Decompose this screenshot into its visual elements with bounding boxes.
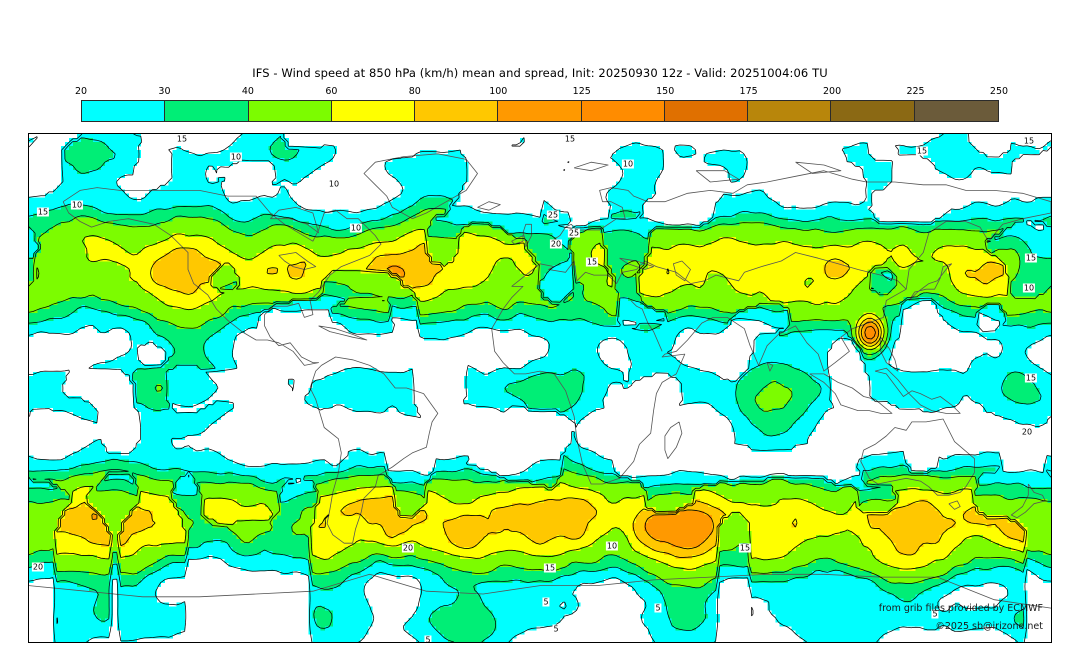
contour-label: 15: [585, 257, 599, 267]
field-band: [29, 209, 1051, 587]
colorbar-tick-label: 20: [74, 86, 88, 97]
map-plot-area: 15 15 15 15 10 10 10 10 15 10 25 20 25 15 15 10 15 20 20 15…: [28, 133, 1052, 643]
field-band: [60, 245, 1024, 560]
colorbar-bands: [81, 100, 999, 122]
field-band: [52, 229, 1028, 571]
contour-line: [36, 228, 1027, 570]
contour-line: [56, 242, 1025, 558]
colorbar-band: [498, 101, 582, 121]
colorbar-tick-label: 150: [656, 86, 675, 97]
contour-label: 10: [229, 152, 243, 162]
colorbar-tick-label: 100: [489, 86, 508, 97]
contour-label: 20: [31, 562, 45, 572]
colorbar-band: [415, 101, 499, 121]
contour-label: 5: [552, 624, 560, 634]
contour-label: 5: [654, 603, 662, 613]
contour-label: 15: [175, 134, 189, 144]
contour-label: 5: [424, 635, 432, 643]
contour-label: 15: [563, 134, 577, 144]
chart-title: IFS - Wind speed at 850 hPa (km/h) mean …: [252, 66, 828, 80]
contour-line: [864, 325, 876, 340]
contour-line: [29, 208, 1051, 589]
colorbar-tick-label: 225: [906, 86, 925, 97]
contour-label: 15: [543, 563, 557, 573]
coastline: [29, 153, 1051, 609]
colorbar-tick-labels: 20 30 40 60 80 100 125 150 175 200 225 250: [75, 86, 1008, 100]
colorbar-band: [248, 101, 332, 121]
colorbar-band: [748, 101, 832, 121]
colorbar-tick-label: 80: [408, 86, 421, 97]
field-band: [29, 137, 1051, 642]
contour-label: 5: [931, 609, 939, 619]
contour-label: 10: [605, 541, 619, 551]
contour-label: 15: [915, 146, 929, 156]
field-band: [863, 328, 876, 341]
contour-label: 10: [349, 223, 363, 233]
colorbar-tick-label: 40: [241, 86, 254, 97]
contour-line-layer: [29, 134, 1051, 642]
contour-label: 25: [567, 228, 581, 238]
contour-label: 10: [327, 179, 341, 189]
colorbar-tick-label: 250: [989, 86, 1009, 97]
contour-label: 10: [70, 200, 84, 210]
contour-label: 15: [1024, 253, 1038, 263]
contour-line: [29, 134, 1051, 642]
contour-label: 20: [1020, 427, 1034, 437]
contour-label: 20: [401, 543, 415, 553]
colorbar-tick-label: 30: [158, 86, 171, 97]
contour-line: [91, 265, 880, 550]
contour-label: 15: [1024, 373, 1038, 383]
contour-label: 20: [549, 239, 563, 249]
contour-label: 15: [1022, 136, 1036, 146]
colorbar-tick-label: 200: [823, 86, 842, 97]
colorbar-tick-label: 175: [739, 86, 758, 97]
colorbar-band: [664, 101, 749, 121]
field-band: [29, 134, 1051, 642]
contour-label: 15: [738, 543, 752, 553]
colorbar-band: [581, 101, 665, 121]
colorbar-tick-label: 125: [572, 86, 591, 97]
colorbar-band: [82, 101, 166, 121]
colorbar-band: [914, 101, 998, 121]
colorbar-band: [165, 101, 249, 121]
contour-label: 25: [546, 210, 560, 220]
filled-contour-layer: [29, 134, 1051, 642]
contour-label: 10: [621, 159, 635, 169]
wind-speed-field: [29, 134, 1051, 642]
contour-label: 5: [542, 597, 550, 607]
contour-line: [29, 135, 1051, 642]
contour-label: 10: [1022, 283, 1036, 293]
colorbar-band: [331, 101, 416, 121]
colorbar-tick-label: 60: [325, 86, 338, 97]
contour-label: 15: [36, 207, 50, 217]
coastline-layer: [29, 153, 1051, 609]
colorbar: 20 30 40 60 80 100 125 150 175 200 225 250: [75, 86, 1008, 124]
colorbar-band: [831, 101, 915, 121]
